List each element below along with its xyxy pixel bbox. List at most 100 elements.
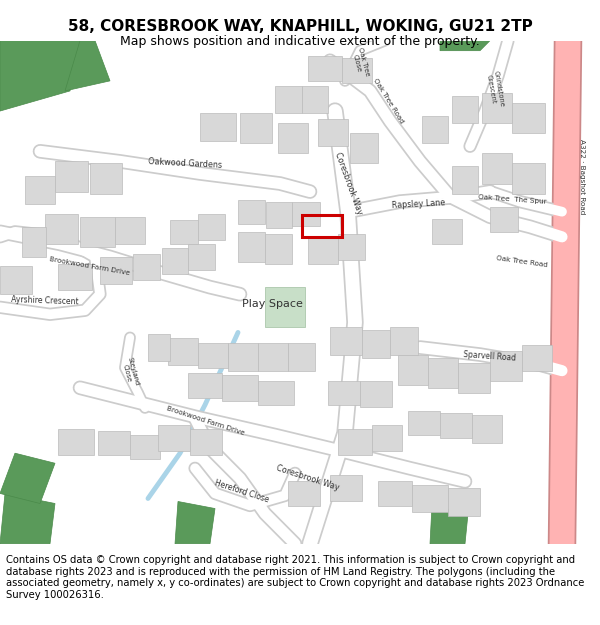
Polygon shape (58, 264, 92, 290)
Polygon shape (0, 453, 55, 504)
Polygon shape (408, 411, 440, 435)
Polygon shape (175, 501, 215, 544)
Polygon shape (302, 86, 328, 113)
Polygon shape (148, 334, 170, 361)
Polygon shape (198, 214, 225, 240)
Polygon shape (522, 344, 552, 371)
Polygon shape (372, 425, 402, 451)
Text: Ayrshire Crescent: Ayrshire Crescent (11, 294, 79, 306)
Polygon shape (338, 429, 372, 455)
Text: Oakwood Gardens: Oakwood Gardens (148, 157, 222, 170)
Text: Oak Tree
Close: Oak Tree Close (350, 47, 370, 79)
Polygon shape (330, 328, 362, 354)
Polygon shape (440, 413, 472, 438)
Bar (302, 215, 342, 237)
Text: Sparvell Road: Sparvell Road (463, 350, 517, 363)
Text: Grindstone
Crescent: Grindstone Crescent (485, 69, 505, 108)
Polygon shape (170, 220, 198, 244)
Polygon shape (258, 381, 294, 405)
Polygon shape (512, 163, 545, 194)
Polygon shape (265, 234, 292, 264)
Polygon shape (292, 202, 320, 226)
Polygon shape (22, 227, 46, 257)
Polygon shape (308, 56, 342, 81)
Text: Brookwood Farm Drive: Brookwood Farm Drive (49, 256, 131, 276)
Polygon shape (162, 248, 188, 274)
Text: Oak Tree Road: Oak Tree Road (372, 78, 404, 124)
Polygon shape (338, 234, 365, 260)
Polygon shape (80, 217, 115, 247)
Polygon shape (452, 96, 478, 123)
Polygon shape (452, 166, 478, 194)
Text: Contains OS data © Crown copyright and database right 2021. This information is : Contains OS data © Crown copyright and d… (6, 555, 584, 600)
Polygon shape (288, 481, 320, 506)
Text: Rapsley Lane: Rapsley Lane (391, 198, 445, 209)
Polygon shape (188, 244, 215, 270)
Polygon shape (342, 58, 372, 83)
Polygon shape (98, 431, 130, 455)
Text: Steyland
Close: Steyland Close (120, 357, 140, 389)
Polygon shape (318, 119, 348, 146)
Polygon shape (133, 254, 160, 280)
Text: Play Space: Play Space (242, 299, 302, 309)
Polygon shape (328, 381, 360, 405)
Polygon shape (258, 342, 288, 371)
Polygon shape (190, 429, 222, 455)
Polygon shape (0, 266, 32, 294)
Polygon shape (428, 357, 458, 388)
Polygon shape (25, 176, 55, 204)
Polygon shape (422, 116, 448, 143)
Polygon shape (440, 41, 490, 51)
Polygon shape (158, 425, 190, 451)
Polygon shape (100, 257, 132, 284)
Polygon shape (222, 375, 258, 401)
Polygon shape (265, 287, 305, 328)
Text: Map shows position and indicative extent of the property.: Map shows position and indicative extent… (120, 35, 480, 48)
Polygon shape (398, 354, 428, 385)
Polygon shape (472, 415, 502, 443)
Polygon shape (90, 163, 122, 194)
Polygon shape (390, 328, 418, 354)
Polygon shape (0, 494, 55, 544)
Polygon shape (55, 161, 88, 191)
Polygon shape (360, 381, 392, 407)
Polygon shape (378, 481, 412, 506)
Polygon shape (238, 232, 265, 262)
Polygon shape (288, 342, 315, 371)
Polygon shape (430, 506, 468, 544)
Polygon shape (448, 488, 480, 516)
Polygon shape (0, 41, 80, 111)
Polygon shape (490, 207, 518, 232)
Polygon shape (350, 133, 378, 163)
Polygon shape (266, 202, 292, 228)
Polygon shape (130, 435, 160, 459)
Polygon shape (490, 351, 522, 381)
Polygon shape (115, 217, 145, 244)
Text: Oak Tree Road: Oak Tree Road (496, 256, 548, 269)
Polygon shape (512, 103, 545, 133)
Polygon shape (58, 429, 94, 455)
Polygon shape (432, 219, 462, 244)
Polygon shape (240, 113, 272, 143)
Polygon shape (188, 372, 222, 398)
Polygon shape (198, 342, 228, 367)
Polygon shape (362, 331, 390, 357)
Polygon shape (482, 153, 512, 184)
Polygon shape (228, 342, 258, 371)
Polygon shape (458, 362, 490, 393)
Polygon shape (275, 86, 302, 113)
Text: Coresbrook Way: Coresbrook Way (332, 151, 364, 216)
Text: Coresbrook Way: Coresbrook Way (275, 464, 341, 492)
Polygon shape (278, 123, 308, 153)
Polygon shape (412, 486, 448, 511)
Polygon shape (238, 199, 265, 224)
Polygon shape (45, 214, 78, 244)
Text: A322 · Bagshot Road: A322 · Bagshot Road (579, 139, 585, 214)
Polygon shape (200, 113, 236, 141)
Polygon shape (308, 237, 338, 264)
Text: Hereford Close: Hereford Close (214, 478, 271, 504)
Text: Brookwood Farm Drive: Brookwood Farm Drive (165, 406, 245, 436)
Polygon shape (168, 339, 198, 364)
Polygon shape (330, 476, 362, 501)
Text: 58, CORESBROOK WAY, KNAPHILL, WOKING, GU21 2TP: 58, CORESBROOK WAY, KNAPHILL, WOKING, GU… (68, 19, 532, 34)
